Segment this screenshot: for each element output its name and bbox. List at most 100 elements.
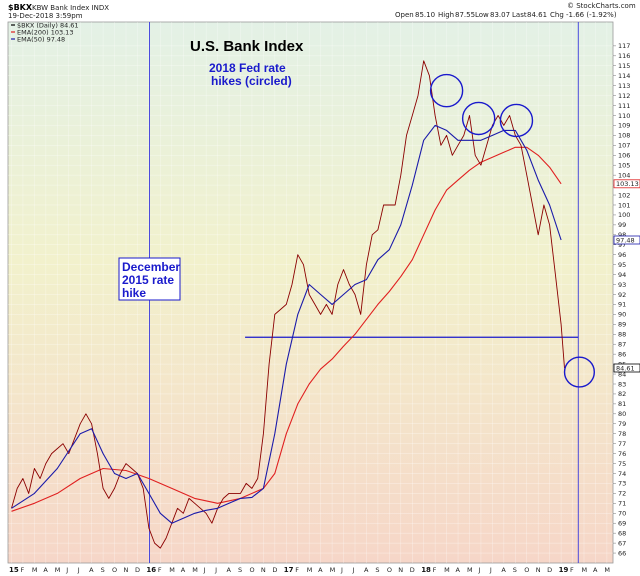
y-tick-label: 106 [618, 152, 630, 160]
rate-hike-circle [429, 73, 464, 108]
x-tick-label: M [169, 566, 175, 574]
x-tick-label: F [20, 566, 24, 574]
x-tick-label: J [214, 566, 217, 574]
x-tick-label: J [203, 566, 206, 574]
y-tick-label: 81 [618, 400, 626, 408]
y-tick-label: 104 [618, 171, 630, 179]
ema200-badge: 103.13 [613, 179, 640, 189]
legend-price: $BKX (Daily) 84.61 [17, 22, 79, 30]
x-tick-label: J [477, 566, 480, 574]
y-tick-label: 94 [618, 271, 626, 279]
x-tick-label: O [387, 566, 392, 574]
y-tick-label: 68 [618, 529, 626, 537]
x-tick-label: 19 [559, 566, 569, 574]
legend-ema50: EMA(50) 97.48 [17, 36, 65, 44]
legend: $BKX (Daily) 84.61 EMA(200) 103.13 EMA(5… [11, 22, 79, 44]
anno-2015-line2: 2015 rate [122, 273, 174, 287]
y-tick-label: 90 [618, 311, 626, 319]
x-tick-label: M [32, 566, 38, 574]
y-tick-label: 69 [618, 520, 626, 528]
y-tick-label: 82 [618, 390, 626, 398]
y-tick-label: 109 [618, 122, 630, 130]
y-tick-label: 97 [618, 241, 626, 249]
x-tick-label: S [375, 566, 379, 574]
x-tick-label: A [181, 566, 186, 574]
x-tick-label: J [352, 566, 355, 574]
ema50-badge-value: 97.48 [616, 236, 635, 244]
x-tick-label: D [410, 566, 415, 574]
y-tick-label: 93 [618, 281, 626, 289]
x-axis-ticks: 15 F M A M J J A S O N D 16 F M A M J J A S O N D 17 F M A M J J A S O N D 1… [9, 566, 610, 574]
x-tick-label: O [249, 566, 254, 574]
x-tick-label: A [43, 566, 48, 574]
header-name: KBW Bank Index INDX [32, 4, 109, 12]
header-symbol: $BKX [8, 3, 33, 12]
ema200-badge-box [613, 179, 640, 189]
x-tick-label: F [158, 566, 162, 574]
y-tick-label: 72 [618, 490, 626, 498]
header-last-value: 84.61 [527, 11, 547, 19]
y-tick-label: 78 [618, 430, 626, 438]
x-tick-label: M [330, 566, 336, 574]
anno-2018-line1: 2018 Fed rate [209, 61, 286, 75]
x-tick-label: S [238, 566, 242, 574]
plot-area [7, 21, 614, 564]
x-tick-label: D [272, 566, 277, 574]
y-tick-label: 91 [618, 301, 626, 309]
y-tick-label: 84 [618, 370, 626, 378]
series-line-ema50 [11, 124, 562, 524]
x-tick-label: F [433, 566, 437, 574]
series-lines [11, 60, 565, 549]
y-tick-label: 67 [618, 539, 626, 547]
y-tick-label: 101 [618, 201, 630, 209]
x-tick-label: J [489, 566, 492, 574]
anno-2018-line2: hikes (circled) [211, 74, 292, 88]
x-tick-label: F [295, 566, 299, 574]
x-tick-label: M [55, 566, 61, 574]
y-tick-label: 95 [618, 261, 626, 269]
y-tick-label: 102 [618, 191, 630, 199]
y-tick-label: 75 [618, 460, 626, 468]
x-tick-label: M [307, 566, 313, 574]
x-tick-label: 15 [9, 566, 19, 574]
x-tick-label: N [398, 566, 403, 574]
x-tick-label: A [456, 566, 461, 574]
last-price-badge-box [613, 363, 640, 373]
y-axis-ticks: 6667686970717273747576777879808182838485… [613, 42, 630, 557]
y-tick-label: 80 [618, 410, 626, 418]
y-tick-label: 115 [618, 62, 630, 70]
x-tick-label: F [570, 566, 574, 574]
rate-hike-circles [429, 73, 596, 388]
x-tick-label: S [101, 566, 105, 574]
rate-hike-circle [563, 356, 596, 388]
gridlines [8, 22, 613, 563]
x-tick-label: M [467, 566, 473, 574]
y-tick-label: 114 [618, 72, 630, 80]
header-chg-value: -1.66 (-1.92%) [566, 11, 617, 19]
y-tick-label: 83 [618, 380, 626, 388]
y-tick-label: 117 [618, 42, 630, 50]
x-tick-label: J [340, 566, 343, 574]
y-tick-label: 108 [618, 132, 630, 140]
anno-2015-line3: hike [122, 286, 146, 300]
y-tick-label: 88 [618, 331, 626, 339]
y-tick-label: 96 [618, 251, 626, 259]
x-tick-label: O [112, 566, 117, 574]
x-tick-label: A [593, 566, 598, 574]
y-tick-label: 110 [618, 112, 630, 120]
y-tick-label: 92 [618, 291, 626, 299]
x-tick-label: M [444, 566, 450, 574]
last-price-badge: 84.61 [613, 363, 640, 373]
x-tick-label: M [582, 566, 588, 574]
x-tick-label: 17 [284, 566, 294, 574]
ema50-badge: 97.48 [613, 235, 640, 245]
y-tick-label: 112 [618, 92, 630, 100]
y-tick-label: 105 [618, 162, 630, 170]
x-tick-label: D [135, 566, 140, 574]
legend-ema200: EMA(200) 103.13 [17, 29, 73, 37]
x-tick-label: N [261, 566, 266, 574]
x-tick-label: N [536, 566, 541, 574]
anno-2015-line1: December [122, 260, 180, 274]
ema50-badge-box [613, 235, 640, 245]
